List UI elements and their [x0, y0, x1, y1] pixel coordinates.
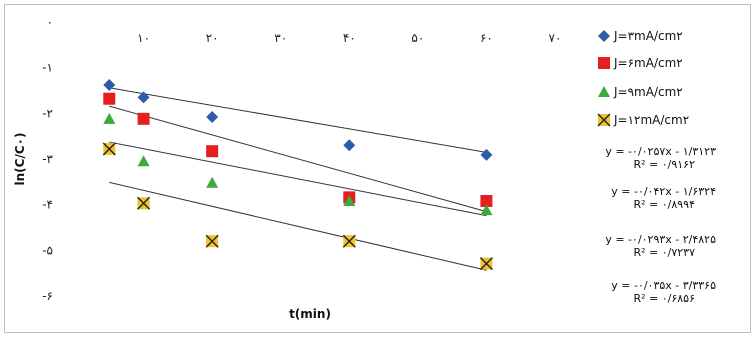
legend: J=۳mA/cm۲ J=۶mA/cm۲ J=۹mA/cm۲ J=۱۲mA/cm۲ — [597, 29, 689, 127]
legend-marker-3 — [597, 113, 611, 127]
point-series-0-4 — [480, 148, 493, 161]
trendline-series-1 — [109, 105, 487, 213]
legend-label-3: J=۱۲mA/cm۲ — [613, 113, 689, 127]
equation-text-3: y = -۰/۰۳۵x - ۳/۳۳۶۵ — [611, 279, 716, 292]
legend-marker-1 — [598, 57, 610, 69]
legend-item-0: J=۳mA/cm۲ — [598, 29, 683, 43]
point-series-3-4 — [479, 257, 493, 271]
legend-item-3: J=۱۲mA/cm۲ — [597, 113, 689, 127]
point-series-3-0 — [102, 142, 116, 156]
legend-label-0: J=۳mA/cm۲ — [613, 29, 683, 43]
point-series-0-1 — [137, 91, 150, 104]
r2-text-2: R² = ۰/۷۲۳۷ — [633, 246, 695, 259]
y-tick-label: -۱ — [42, 61, 53, 75]
point-series-3-1 — [137, 196, 151, 210]
x-tick-label: ۱۰ — [137, 31, 150, 45]
legend-marker-0 — [598, 30, 610, 42]
point-series-2-1 — [137, 155, 150, 167]
y-axis-title: ln(C/C۰) — [13, 133, 27, 186]
legend-label-2: J=۹mA/cm۲ — [613, 85, 683, 99]
equation-text-1: y = -۰/۰۴۲x - ۱/۶۳۲۴ — [611, 185, 716, 198]
x-tick-label: ۴۰ — [343, 31, 356, 45]
trendline-series-0 — [109, 87, 487, 153]
y-tick-label: -۶ — [42, 289, 53, 303]
x-tick-label: ۷۰ — [549, 31, 562, 45]
x-tick-label: ۳۰ — [274, 31, 287, 45]
x-axis-title: t(min) — [289, 307, 331, 321]
markers — [102, 79, 493, 271]
point-series-2-4 — [480, 204, 493, 216]
x-tick-label: ۵۰ — [411, 31, 424, 45]
point-series-2-0 — [103, 112, 116, 124]
y-tick-label: ۰ — [47, 15, 53, 29]
equation-text-2: y = -۰/۰۲۹۳x - ۲/۴۸۲۵ — [605, 233, 716, 246]
legend-item-1: J=۶mA/cm۲ — [598, 56, 683, 70]
y-tick-label: -۳ — [42, 152, 53, 166]
point-series-2-2 — [206, 176, 219, 188]
point-series-3-2 — [205, 234, 219, 248]
y-tick-label: -۵ — [42, 243, 53, 257]
r2-text-1: R² = ۰/۸۹۹۴ — [633, 198, 695, 211]
point-series-1-1 — [137, 112, 150, 125]
chart-frame — [4, 4, 751, 333]
r2-text-0: R² = ۰/۹۱۶۲ — [633, 158, 695, 171]
y-tick-label: -۴ — [42, 198, 53, 212]
point-series-2-3 — [343, 195, 356, 207]
point-series-0-0 — [103, 79, 116, 92]
axes: ۱۰ ۲۰ ۳۰ ۴۰ ۵۰ ۶۰ ۷۰ ۰ -۱ -۲ -۳ -۴ -۵ -۶ — [42, 15, 561, 303]
trendline-series-3 — [109, 181, 487, 271]
r2-text-3: R² = ۰/۶۸۵۶ — [633, 292, 695, 305]
point-series-3-3 — [342, 234, 356, 248]
point-series-0-3 — [343, 139, 356, 152]
equation-text-0: y = -۰/۰۲۵۷x - ۱/۳۱۲۳ — [605, 145, 716, 158]
point-series-1-0 — [103, 92, 116, 105]
trendlines — [109, 87, 487, 271]
y-tick-label: -۲ — [42, 106, 53, 120]
point-series-1-2 — [206, 145, 219, 158]
x-tick-label: ۶۰ — [480, 31, 493, 45]
trendline-series-2 — [109, 141, 487, 217]
point-series-0-2 — [206, 110, 219, 123]
point-series-1-4 — [480, 195, 493, 208]
legend-item-2: J=۹mA/cm۲ — [598, 85, 683, 99]
legend-marker-2 — [598, 86, 610, 97]
x-tick-label: ۲۰ — [206, 31, 219, 45]
legend-label-1: J=۶mA/cm۲ — [613, 56, 683, 70]
